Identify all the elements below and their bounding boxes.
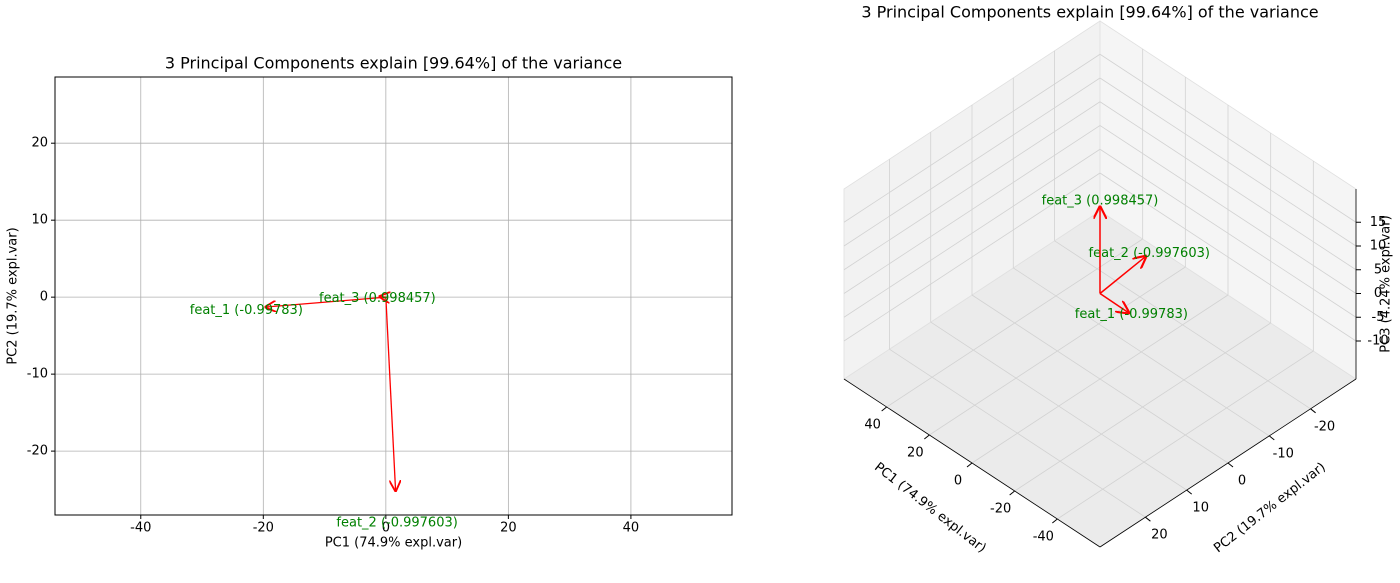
loading-arrow [378,296,385,297]
z-tick-label: -5 [1372,310,1385,325]
grid-line [889,348,1146,518]
y-tick-label: 20 [31,136,48,151]
arrow-label: feat_2 (-0.997603) [1089,246,1210,261]
x-tick-label: 0 [954,474,962,489]
x-axis-label: PC1 (74.9% expl.var) [871,460,988,556]
grid-line [1099,172,1357,342]
arrow-label: feat_1 (-0.99783) [190,303,303,318]
arrow-label: feat_1 (-0.99783) [1075,307,1188,322]
x-tick [966,462,973,468]
z-tick-label: 5 [1374,262,1382,277]
x-tick-label: 20 [907,446,924,461]
x-tick [1052,518,1058,524]
chart-title: 3 Principal Components explain [99.64%] … [165,54,622,73]
y-tick-label: -20 [27,444,48,459]
loading-arrow [1099,292,1130,314]
x-tick [924,434,930,440]
grid-line [843,148,1101,318]
y-tick-label: 10 [1192,501,1209,516]
y-tick-label: 20 [1151,528,1168,543]
axis-line [1099,378,1357,548]
y-tick [1310,408,1316,414]
x-tick-label: 40 [623,521,640,536]
grid-line [1099,125,1357,294]
x-axis-label: PC1 (74.9% expl.var) [325,536,462,551]
chart-title: 3 Principal Components explain [99.64%] … [861,3,1318,22]
loading-arrow [385,297,396,492]
y-tick-label: -10 [1273,446,1294,461]
plot-frame [54,76,733,516]
arrow-label: feat_3 (0.998457) [1042,194,1159,209]
axis-line [843,378,1101,548]
grid-line [930,321,1187,491]
grid-line [1099,53,1357,223]
loading-arrow [265,296,386,307]
y-tick-label: -20 [1314,419,1335,434]
grid-line [843,77,1101,247]
z-tick-label: -10 [1367,334,1388,349]
x-tick-label: 40 [864,418,881,433]
x-tick-label: 0 [382,521,390,536]
z-axis-label: PC3 (4.24% expl.var) [1379,215,1394,352]
grid-line [1099,101,1357,271]
grid-line [1013,267,1270,437]
y-tick [1186,489,1193,495]
z-tick-label: 0 [1374,286,1382,301]
grid-line [843,53,1101,223]
x-tick-label: -20 [990,502,1011,517]
arrow-label: feat_3 (0.998457) [319,291,436,306]
arrow-label: feat_2 (-0.997603) [336,516,457,531]
y-tick [1145,516,1151,522]
x-tick-label: -40 [130,521,151,536]
grid-line [843,172,1101,342]
grid-line [843,125,1101,294]
y-tick [1227,462,1234,468]
grid-line [843,101,1101,271]
grid-line [1099,77,1357,247]
x-tick-label: 20 [500,521,517,536]
loading-arrow [1099,255,1147,295]
x-tick [1009,490,1015,496]
z-tick-label: 15 [1370,215,1387,230]
grid-line [971,294,1229,464]
x-tick [881,406,887,412]
y-tick-label: 0 [1238,474,1246,489]
x-tick-label: -40 [1033,530,1054,545]
grid-line [1099,148,1357,318]
z-tick-label: 10 [1370,239,1387,254]
y-tick-label: -10 [27,367,48,382]
x-tick-label: -20 [253,521,274,536]
y-axis-label: PC2 (19.7% expl.var) [1211,460,1328,556]
y-axis-label: PC2 (19.7% expl.var) [6,227,21,364]
y-tick [1268,435,1275,441]
grid-line [1054,240,1311,410]
y-tick-label: 0 [40,290,48,305]
y-tick-label: 10 [31,213,48,228]
